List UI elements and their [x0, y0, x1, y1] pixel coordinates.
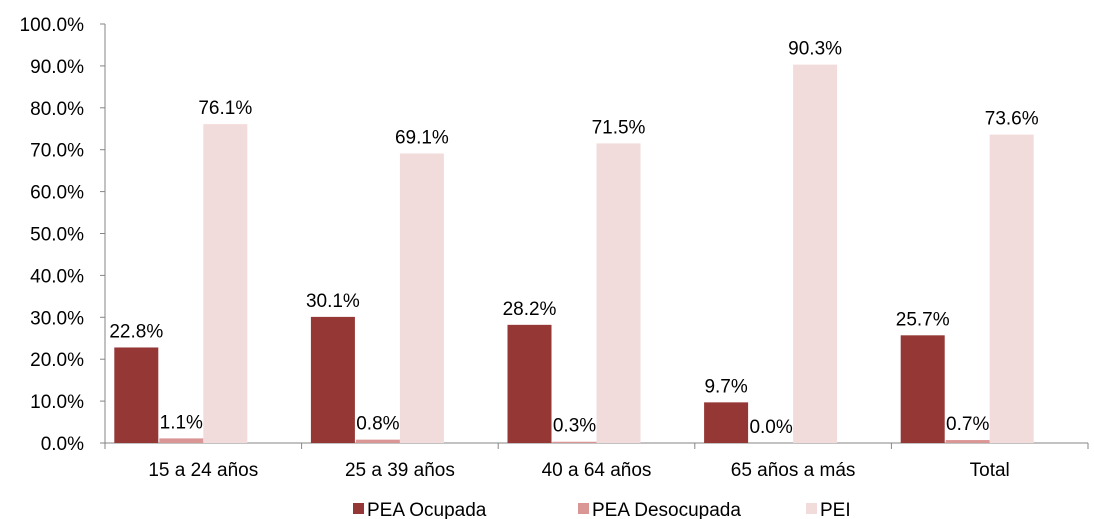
data-label: 30.1%: [306, 291, 360, 312]
data-label: 73.6%: [985, 109, 1039, 130]
data-label: 22.8%: [109, 321, 163, 342]
y-tick-label: 50.0%: [30, 225, 84, 246]
legend-item: PEA Desocupada: [578, 500, 741, 519]
bar-pei: [596, 143, 641, 444]
legend-label: PEA Ocupada: [367, 500, 487, 519]
data-label: 0.3%: [553, 416, 596, 437]
bar-pea-ocupada: [900, 335, 945, 443]
y-axis: 0.0% 10.0% 20.0% 30.0% 40.0% 50.0% 60.0% 70.0% 8…: [20, 15, 106, 455]
x-tick-label: 25 a 39 años: [345, 460, 455, 481]
data-label: 0.7%: [946, 414, 989, 435]
y-tick-label: 70.0%: [30, 141, 84, 162]
y-tick-label: 30.0%: [30, 308, 84, 329]
bar-pea-desocupada: [159, 438, 204, 443]
legend: PEA Ocupada PEA Desocupada PEI: [353, 500, 851, 519]
bar-pea-ocupada: [310, 316, 355, 443]
legend-item: PEI: [806, 500, 851, 519]
y-tick-label: 40.0%: [30, 266, 84, 287]
legend-label: PEA Desocupada: [592, 500, 741, 519]
legend-swatch: [806, 503, 817, 514]
x-tick-label: Total: [970, 460, 1010, 481]
y-tick-label: 80.0%: [30, 99, 84, 120]
y-tick-label: 0.0%: [41, 434, 84, 455]
legend-swatch: [353, 503, 364, 514]
bar-pea-ocupada: [507, 324, 552, 443]
legend-label: PEI: [820, 500, 851, 519]
bar-pea-desocupada: [355, 439, 400, 443]
data-label: 90.3%: [788, 39, 842, 60]
y-tick-label: 90.0%: [30, 57, 84, 78]
legend-item: PEA Ocupada: [353, 500, 487, 519]
bars: [114, 64, 1034, 444]
bar-pei: [399, 153, 444, 443]
bar-pei: [989, 134, 1034, 443]
bar-pei: [203, 124, 248, 444]
y-tick-label: 100.0%: [20, 15, 85, 36]
data-label: 25.7%: [896, 309, 950, 330]
x-tick-label: 15 a 24 años: [148, 460, 258, 481]
data-labels: 22.8% 30.1% 28.2% 9.7% 25.7% 1.1% 0.8% 0.3% 0.0%…: [109, 39, 1038, 438]
data-label: 1.1%: [160, 412, 203, 433]
y-tick-label: 10.0%: [30, 392, 84, 413]
x-tick-label: 65 años a más: [731, 460, 856, 481]
data-label: 9.7%: [704, 376, 747, 397]
x-axis: 15 a 24 años 25 a 39 años 40 a 64 años 65 a…: [104, 442, 1089, 481]
bar-pea-desocupada: [552, 441, 597, 443]
data-label: 69.1%: [395, 127, 449, 148]
bar-pei: [793, 64, 838, 443]
x-tick-label: 40 a 64 años: [542, 460, 652, 481]
bar-pea-ocupada: [704, 402, 749, 443]
bar-pea-desocupada: [945, 440, 990, 443]
legend-swatch: [578, 503, 589, 514]
data-label: 28.2%: [503, 299, 557, 320]
y-tick-label: 20.0%: [30, 350, 84, 371]
data-label: 71.5%: [592, 117, 646, 138]
data-label: 0.8%: [356, 414, 399, 435]
y-tick-label: 60.0%: [30, 183, 84, 204]
data-label: 76.1%: [198, 98, 252, 119]
data-label: 0.0%: [749, 417, 792, 438]
bar-pea-ocupada: [114, 347, 159, 443]
